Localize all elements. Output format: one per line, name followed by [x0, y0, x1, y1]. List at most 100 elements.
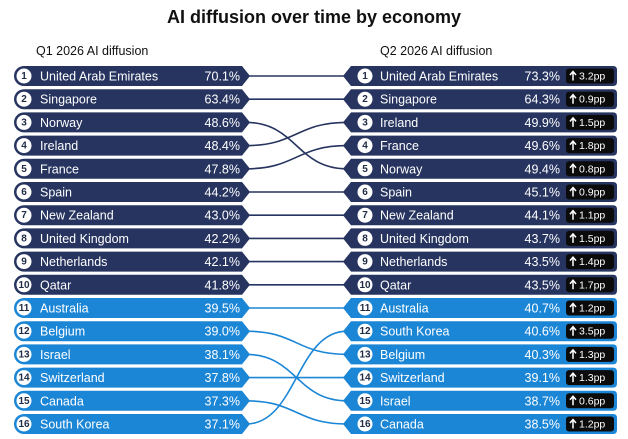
rank-circle	[357, 277, 373, 293]
diffusion-value: 42.2%	[205, 232, 240, 246]
rank-circle	[16, 254, 32, 270]
diffusion-value: 48.6%	[205, 116, 240, 130]
row-bar	[14, 228, 251, 249]
diffusion-value: 70.1%	[205, 70, 240, 84]
economy-name: Switzerland	[380, 371, 445, 385]
right-row-14: 14 Switzerland 39.1% 1.3pp	[343, 367, 617, 388]
right-row-6: 6 Spain 45.1% 0.9pp	[343, 182, 617, 202]
delta-badge	[566, 393, 614, 409]
rank-circle	[16, 370, 32, 386]
economy-name: Israel	[40, 348, 71, 362]
connector-line	[245, 330, 348, 425]
rank-circle	[16, 91, 32, 107]
right-row-15: 15 Israel 38.7% 0.6pp	[343, 390, 617, 411]
rank-number: 12	[359, 326, 371, 337]
rank-number: 8	[21, 233, 27, 244]
right-row-3: 3 Ireland 49.9% 1.5pp	[343, 112, 617, 133]
rank-circle	[357, 91, 373, 107]
row-bar	[14, 112, 251, 133]
economy-name: South Korea	[380, 325, 450, 339]
diffusion-value: 39.0%	[205, 325, 240, 339]
connector-lines	[245, 75, 348, 425]
arrow-up-icon	[569, 418, 577, 429]
diffusion-value: 38.5%	[525, 418, 560, 432]
rank-circle	[16, 393, 32, 409]
delta-badge	[566, 346, 614, 362]
diffusion-value: 49.6%	[525, 139, 560, 153]
arrow-up-icon	[569, 371, 577, 383]
row-bar	[343, 182, 617, 202]
diffusion-value: 47.8%	[205, 162, 240, 176]
delta-badge	[566, 370, 614, 386]
economy-name: Ireland	[40, 139, 78, 153]
economy-name: Qatar	[40, 278, 71, 292]
rank-number: 4	[21, 141, 27, 152]
rank-number: 14	[359, 373, 371, 384]
left-row-12: 12 Belgium 39.0%	[14, 321, 251, 342]
rank-number: 2	[21, 94, 27, 105]
left-row-6: 6 Spain 44.2%	[14, 182, 250, 202]
arrow-up-icon	[569, 70, 577, 81]
row-bar	[14, 367, 251, 388]
right-row-4: 4 France 49.6% 1.8pp	[343, 135, 617, 156]
rank-circle	[16, 323, 32, 339]
right-row-7: 7 New Zealand 44.1% 1.1pp	[343, 205, 617, 226]
rank-number: 3	[362, 117, 368, 128]
row-bar	[14, 321, 251, 342]
economy-name: Israel	[380, 394, 411, 408]
rank-circle	[16, 416, 32, 432]
diffusion-value: 37.1%	[205, 418, 240, 432]
rank-circle	[16, 184, 32, 200]
delta-value: 1.8pp	[579, 140, 605, 152]
diffusion-value: 44.1%	[525, 209, 560, 223]
rank-circle	[16, 277, 32, 293]
rank-number: 1	[362, 71, 368, 82]
economy-name: United Arab Emirates	[380, 70, 498, 84]
economy-name: United Kingdom	[40, 232, 129, 246]
rank-number: 14	[18, 373, 30, 384]
economy-name: Belgium	[40, 325, 85, 339]
left-row-8: 8 United Kingdom 42.2%	[14, 228, 251, 249]
economy-name: Belgium	[380, 348, 425, 362]
left-row-10: 10 Qatar 41.8%	[14, 274, 251, 295]
arrow-up-icon	[569, 348, 577, 359]
connector-line	[245, 330, 348, 356]
delta-badge	[566, 184, 614, 200]
delta-value: 0.9pp	[579, 94, 605, 106]
delta-value: 1.4pp	[579, 256, 605, 268]
diffusion-value: 49.4%	[525, 162, 560, 176]
row-bar	[14, 66, 250, 86]
economy-name: Norway	[380, 162, 423, 176]
row-bar	[343, 390, 617, 411]
row-bar	[343, 205, 617, 226]
diffusion-value: 44.2%	[205, 186, 240, 200]
row-bar	[343, 112, 617, 133]
rank-number: 9	[21, 257, 27, 268]
delta-badge	[566, 91, 614, 107]
arrow-up-icon	[569, 302, 577, 313]
left-row-16: 16 South Korea 37.1%	[14, 414, 250, 434]
rank-number: 13	[359, 349, 371, 360]
arrow-up-icon	[569, 93, 577, 104]
diffusion-value: 64.3%	[525, 93, 560, 107]
economy-name: France	[40, 162, 79, 176]
row-bar	[343, 228, 617, 249]
rank-circle	[357, 230, 373, 246]
economy-name: Netherlands	[380, 255, 447, 269]
rank-circle	[357, 114, 373, 130]
rank-number: 16	[18, 419, 30, 430]
rank-circle	[357, 184, 373, 200]
rank-number: 15	[18, 396, 30, 407]
rank-number: 2	[362, 94, 368, 105]
diffusion-value: 63.4%	[205, 93, 240, 107]
rank-circle	[16, 230, 32, 246]
rank-circle	[16, 161, 32, 177]
row-bar	[14, 135, 251, 156]
row-bar	[343, 66, 617, 86]
rank-number: 4	[362, 141, 368, 152]
row-bar	[343, 344, 617, 365]
arrow-up-icon	[569, 116, 577, 127]
right-row-10: 10 Qatar 43.5% 1.7pp	[343, 274, 617, 295]
diffusion-value: 43.7%	[525, 232, 560, 246]
